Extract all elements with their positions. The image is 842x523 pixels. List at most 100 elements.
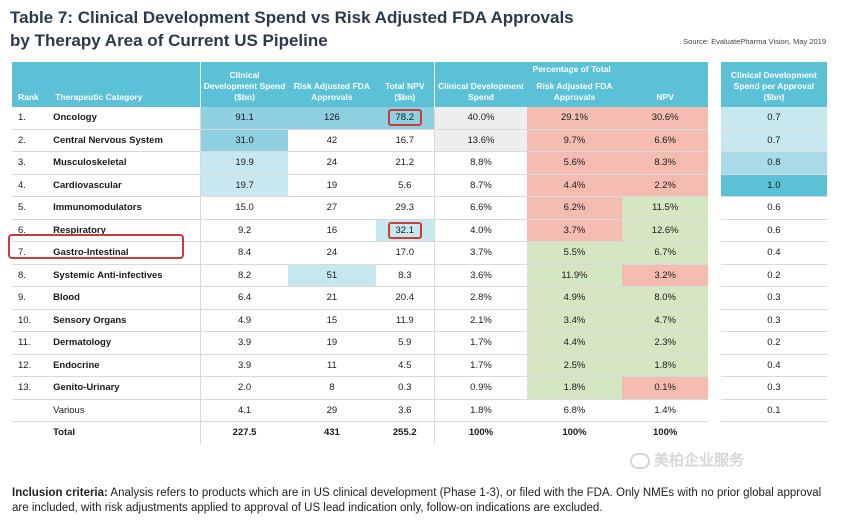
total-label: Total bbox=[53, 427, 76, 439]
pct-approvals-cell: 2.5% bbox=[527, 354, 622, 377]
rank-cell: 1. bbox=[12, 107, 50, 130]
page-title: Table 7: Clinical Development Spend vs R… bbox=[10, 6, 574, 52]
per-approval-cell: 0.7 bbox=[720, 129, 827, 152]
per-approval-cell: 0.3 bbox=[720, 286, 827, 310]
category-cell: Genito-Urinary bbox=[49, 376, 201, 400]
npv-cell: 5.6 bbox=[375, 174, 435, 197]
spend-cell: 19.7 bbox=[200, 174, 289, 197]
approvals-cell: 16 bbox=[288, 219, 376, 242]
category-cell: Sensory Organs bbox=[49, 309, 201, 332]
approvals-cell: 8 bbox=[288, 376, 376, 400]
total-pct-approvals: 100% bbox=[562, 427, 587, 439]
pct-npv-cell: 2.3% bbox=[621, 331, 709, 355]
rank-cell: 6. bbox=[12, 219, 50, 242]
pct-npv-cell: 11.5% bbox=[621, 196, 709, 220]
respiratory-highlight-box bbox=[8, 234, 184, 259]
npv-cell: 20.4 bbox=[375, 286, 435, 310]
pct-npv-cell: 6.6% bbox=[621, 129, 709, 152]
approvals-cell: 24 bbox=[288, 151, 376, 175]
table-row: 1. Oncology 91.1 126 78.2 40.0% 29.1% 30… bbox=[12, 107, 827, 130]
watermark: 美柏企业服务 bbox=[630, 449, 744, 470]
rank-cell: 12. bbox=[12, 354, 50, 377]
total-npv: 255.2 bbox=[392, 427, 417, 439]
pct-spend-cell: 2.1% bbox=[433, 309, 528, 332]
category-cell: Endocrine bbox=[49, 354, 201, 377]
pct-spend-cell: 2.8% bbox=[433, 286, 528, 310]
spend-cell: 31.0 bbox=[200, 129, 289, 152]
total-spend: 227.5 bbox=[200, 421, 289, 444]
per-approval-cell: 0.8 bbox=[720, 151, 827, 175]
pct-approvals-cell: 5.6% bbox=[527, 151, 622, 175]
pct-spend-cell: 1.7% bbox=[433, 354, 528, 377]
approvals-cell: 29 bbox=[288, 399, 376, 422]
inclusion-criteria: Inclusion criteria: Analysis refers to p… bbox=[12, 486, 832, 516]
header-per-approval: Clinical Development Spend per Approval … bbox=[720, 62, 827, 107]
npv-cell: 0.3 bbox=[375, 376, 435, 400]
spend-cell: 2.0 bbox=[200, 376, 289, 400]
npv-cell: 78.2 bbox=[375, 107, 435, 130]
rank-cell: 10. bbox=[12, 309, 50, 332]
spend-cell: 4.1 bbox=[200, 399, 289, 422]
pct-approvals-cell: 9.7% bbox=[527, 129, 622, 152]
spend-cell: 8.2 bbox=[200, 264, 289, 287]
header-rank: Rank bbox=[12, 62, 50, 107]
pct-npv-cell: 8.3% bbox=[621, 151, 709, 175]
npv-cell: 32.1 bbox=[375, 219, 435, 242]
total-approvals: 431 bbox=[323, 427, 340, 439]
approvals-cell: 27 bbox=[288, 196, 376, 220]
rank-cell: 11. bbox=[12, 331, 50, 355]
pct-approvals-cell: 5.5% bbox=[527, 241, 622, 265]
pct-spend-cell: 4.0% bbox=[433, 219, 528, 242]
per-approval-cell: 0.3 bbox=[720, 376, 827, 400]
total-row: Total 227.5 431 255.2 100% 100% 100% bbox=[12, 421, 827, 444]
table-row: Various 4.1 29 3.6 1.8% 6.8% 1.4% 0.1 bbox=[12, 399, 827, 422]
spend-cell: 9.2 bbox=[200, 219, 289, 242]
pct-spend-cell: 6.6% bbox=[433, 196, 528, 220]
approvals-cell: 19 bbox=[288, 331, 376, 355]
category-cell: Blood bbox=[49, 286, 201, 310]
npv-cell: 17.0 bbox=[375, 241, 435, 265]
header-pct-npv: NPV bbox=[621, 79, 709, 107]
table-row: 5. Immunomodulators 15.0 27 29.3 6.6% 6.… bbox=[12, 196, 827, 220]
pct-npv-cell: 4.7% bbox=[621, 309, 709, 332]
table-row: 10. Sensory Organs 4.9 15 11.9 2.1% 3.4%… bbox=[12, 309, 827, 332]
table-row: 6. Respiratory 9.2 16 32.1 4.0% 3.7% 12.… bbox=[12, 219, 827, 242]
npv-cell: 5.9 bbox=[375, 331, 435, 355]
npv-cell: 3.6 bbox=[375, 399, 435, 422]
rank-cell: 3. bbox=[12, 151, 50, 175]
approvals-cell: 19 bbox=[288, 174, 376, 197]
approvals-cell: 24 bbox=[288, 241, 376, 265]
spend-cell: 91.1 bbox=[200, 107, 289, 130]
pct-spend-cell: 1.7% bbox=[433, 331, 528, 355]
npv-highlight-box: 32.1 bbox=[387, 221, 423, 239]
pct-approvals-cell: 29.1% bbox=[527, 107, 622, 130]
total-pct-spend: 100% bbox=[433, 421, 528, 444]
npv-cell: 4.5 bbox=[375, 354, 435, 377]
spend-cell: 19.9 bbox=[200, 151, 289, 175]
approvals-cell: 51 bbox=[288, 264, 376, 287]
header-pct-approvals: Risk Adjusted FDA Approvals bbox=[527, 79, 622, 107]
spend-cell: 6.4 bbox=[200, 286, 289, 310]
pct-approvals-cell: 4.9% bbox=[527, 286, 622, 310]
table-row: 4. Cardiovascular 19.7 19 5.6 8.7% 4.4% … bbox=[12, 174, 827, 197]
pct-npv-cell: 6.7% bbox=[621, 241, 709, 265]
per-approval-cell: 0.4 bbox=[720, 241, 827, 265]
approvals-cell: 126 bbox=[288, 107, 376, 130]
table-row: 3. Musculoskeletal 19.9 24 21.2 8.8% 5.6… bbox=[12, 151, 827, 175]
category-cell: Various bbox=[49, 399, 201, 422]
rank-cell: 13. bbox=[12, 376, 50, 400]
pct-npv-cell: 2.2% bbox=[621, 174, 709, 197]
pct-approvals-cell: 6.2% bbox=[527, 196, 622, 220]
table-row: 11. Dermatology 3.9 19 5.9 1.7% 4.4% 2.3… bbox=[12, 331, 827, 355]
header-category: Therapeutic Category bbox=[49, 62, 201, 107]
approvals-cell: 21 bbox=[288, 286, 376, 310]
category-cell: Central Nervous System bbox=[49, 129, 201, 152]
approvals-cell: 42 bbox=[288, 129, 376, 152]
pct-approvals-cell: 3.7% bbox=[527, 219, 622, 242]
per-approval-cell: 0.4 bbox=[720, 354, 827, 377]
npv-cell: 21.2 bbox=[375, 151, 435, 175]
npv-cell: 16.7 bbox=[375, 129, 435, 152]
approvals-cell: 15 bbox=[288, 309, 376, 332]
footer-text: Analysis refers to products which are in… bbox=[12, 487, 822, 514]
pct-approvals-cell: 3.4% bbox=[527, 309, 622, 332]
